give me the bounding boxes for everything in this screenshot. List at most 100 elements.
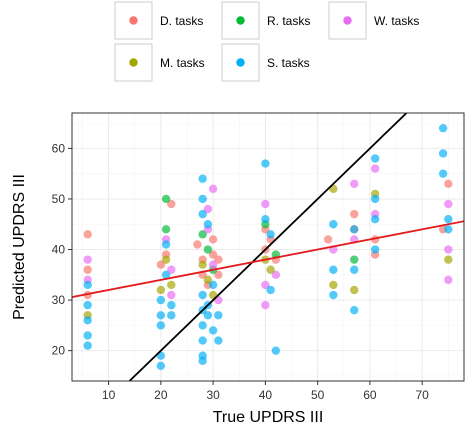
legend-label-r-tasks: R. tasks [267,14,310,28]
legend-item-m-tasks: M. tasks [114,43,205,82]
point-m-tasks [156,285,166,295]
point-d-tasks [193,240,202,249]
point-m-tasks [329,280,338,290]
point-s-tasks [83,280,92,290]
point-m-tasks [198,260,207,269]
point-s-tasks [198,336,207,345]
legend-label-m-tasks: M. tasks [160,56,205,70]
point-s-tasks [350,265,359,274]
point-d-tasks [167,199,176,209]
point-s-tasks [438,123,448,133]
y-tick-label: 40 [52,243,66,257]
point-r-tasks [350,255,359,264]
point-s-tasks [198,290,207,300]
point-s-tasks [203,311,213,320]
x-tick-label: 10 [102,388,116,402]
point-s-tasks [167,311,176,320]
point-s-tasks [208,280,218,290]
lines-layer [72,113,464,381]
point-s-tasks [198,174,207,183]
legend-key-d-tasks [129,16,138,25]
point-d-tasks [83,230,92,239]
point-w-tasks [350,179,359,188]
identity-line [128,113,408,381]
point-w-tasks [261,300,270,310]
x-axis-title: True UPDRS III [213,409,324,426]
point-s-tasks [370,245,380,254]
y-tick-label: 20 [52,344,66,358]
legend-item-d-tasks: D. tasks [114,1,203,40]
point-s-tasks [161,270,171,280]
y-tick-label: 60 [52,141,66,155]
point-s-tasks [214,336,223,345]
point-w-tasks [203,204,213,214]
point-w-tasks [167,290,176,300]
legend-item-w-tasks: W. tasks [328,1,419,40]
point-s-tasks [161,240,171,249]
point-s-tasks [350,306,359,315]
legend-key-s-tasks [236,58,245,67]
point-d-tasks [214,270,223,280]
points-layer [83,123,453,371]
point-s-tasks [167,300,176,310]
x-tick-label: 30 [206,388,220,402]
point-w-tasks [167,265,176,274]
legend-key-m-tasks [129,58,138,67]
point-s-tasks [350,225,359,234]
legend-label-w-tasks: W. tasks [374,14,419,28]
point-w-tasks [261,280,270,290]
legend-key-w-tasks [343,16,352,25]
point-s-tasks [266,285,275,295]
point-s-tasks [370,194,380,204]
point-r-tasks [161,225,171,234]
point-w-tasks [370,164,380,173]
point-s-tasks [198,356,207,365]
point-m-tasks [203,275,213,285]
point-m-tasks [167,280,176,290]
point-w-tasks [444,245,453,254]
point-s-tasks [214,311,223,320]
x-tick-label: 50 [311,388,325,402]
point-s-tasks [156,311,166,320]
point-r-tasks [203,245,213,254]
point-s-tasks [83,341,92,350]
point-m-tasks [266,265,275,274]
x-tick-label: 70 [416,388,430,402]
point-s-tasks [329,220,338,229]
plot-panel [71,112,465,382]
legend-label-s-tasks: S. tasks [267,56,310,70]
point-s-tasks [438,169,448,178]
point-s-tasks [198,194,207,204]
point-s-tasks [444,225,453,234]
point-s-tasks [83,316,92,325]
point-m-tasks [161,255,171,264]
point-w-tasks [208,260,218,269]
x-tick-label: 20 [154,388,168,402]
point-s-tasks [203,220,213,229]
point-r-tasks [198,230,207,239]
x-axis: 10 20 30 40 50 60 70 [102,381,429,402]
point-s-tasks [83,331,92,340]
point-d-tasks [350,209,359,219]
point-w-tasks [444,199,453,209]
point-s-tasks [208,326,218,335]
y-tick-label: 30 [52,293,66,307]
point-d-tasks [214,255,223,264]
point-s-tasks [438,149,448,158]
point-s-tasks [83,300,92,310]
panel-border [71,112,465,382]
point-d-tasks [208,250,218,259]
y-tick-label: 50 [52,192,66,206]
point-m-tasks [350,285,359,295]
point-d-tasks [156,260,166,269]
legend-item-s-tasks: S. tasks [221,43,310,82]
point-w-tasks [444,275,453,285]
legend: D. tasks R. tasks W. tasks M. tasks S. tasks [114,1,419,82]
point-s-tasks [329,290,338,300]
point-d-tasks [83,265,92,274]
point-s-tasks [156,321,166,330]
point-w-tasks [261,199,270,209]
point-w-tasks [271,270,281,280]
y-axis-title: Predicted UPDRS III [11,174,28,320]
